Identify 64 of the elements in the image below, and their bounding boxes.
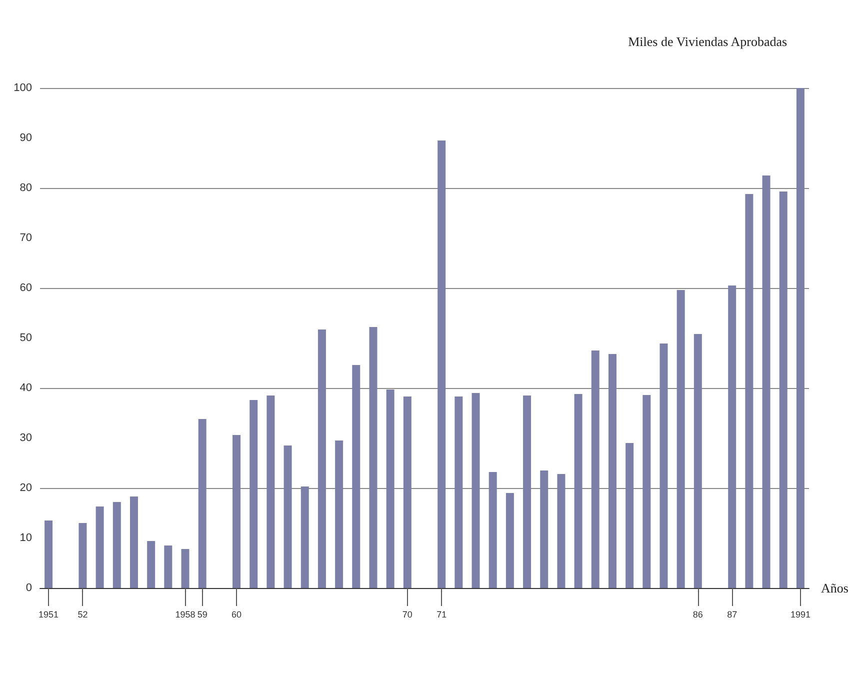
bar [78,523,87,588]
bar [403,396,412,588]
bar [523,396,532,588]
y-tick-label: 20 [20,482,32,494]
bar [335,440,344,588]
x-tick-label: 1951 [38,610,59,620]
bar [779,192,788,588]
x-tick-label: 52 [78,610,88,620]
bar [574,394,582,588]
y-tick-label: 0 [26,582,32,594]
bar [284,446,292,588]
bar [369,327,378,588]
x-tick-label: 86 [692,610,703,620]
bar [557,474,566,588]
bar [300,486,309,588]
bar [454,396,463,588]
bar [540,470,548,588]
bar [728,286,736,588]
y-tick-label: 50 [20,332,32,344]
bar [181,549,190,588]
bar [438,140,446,588]
bar [488,472,497,588]
bar [198,419,206,588]
x-tick-label: 1991 [790,610,810,620]
bar [147,541,156,588]
bar [676,290,685,588]
bar [318,330,326,588]
bar [506,493,514,588]
y-tick-label: 80 [20,182,32,194]
bar [164,546,172,588]
bar [232,435,241,588]
y-tick-label: 100 [14,82,32,94]
bar [660,344,668,588]
x-tick-label: 87 [727,610,738,620]
y-tick-label: 70 [20,232,32,244]
x-axis-title: Años [821,580,848,596]
bar [642,395,651,588]
y-tick-label: 30 [20,432,32,444]
bar [96,506,104,588]
bar [608,354,616,588]
bar [626,443,634,588]
bar [352,365,360,588]
bar [796,88,804,588]
bar [694,334,702,588]
bar [112,502,121,588]
bar [266,396,275,588]
y-tick-label: 60 [20,282,32,294]
x-tick-label: 1958 [175,610,196,620]
bar [386,390,394,588]
y-tick-label: 10 [20,532,32,544]
bar [250,400,258,588]
x-tick-label: 60 [232,610,242,620]
y-axis-title: Miles de Viviendas Aprobadas [628,34,788,49]
x-tick-label: 59 [197,610,208,620]
bar [44,520,53,588]
bar [762,176,770,588]
bar [591,350,600,588]
bar [745,194,754,588]
y-tick-label: 40 [20,382,32,394]
bar [130,496,138,588]
y-tick-label: 90 [20,132,32,144]
bar [472,393,480,588]
x-tick-label: 71 [436,610,447,620]
x-tick-label: 70 [402,610,412,620]
